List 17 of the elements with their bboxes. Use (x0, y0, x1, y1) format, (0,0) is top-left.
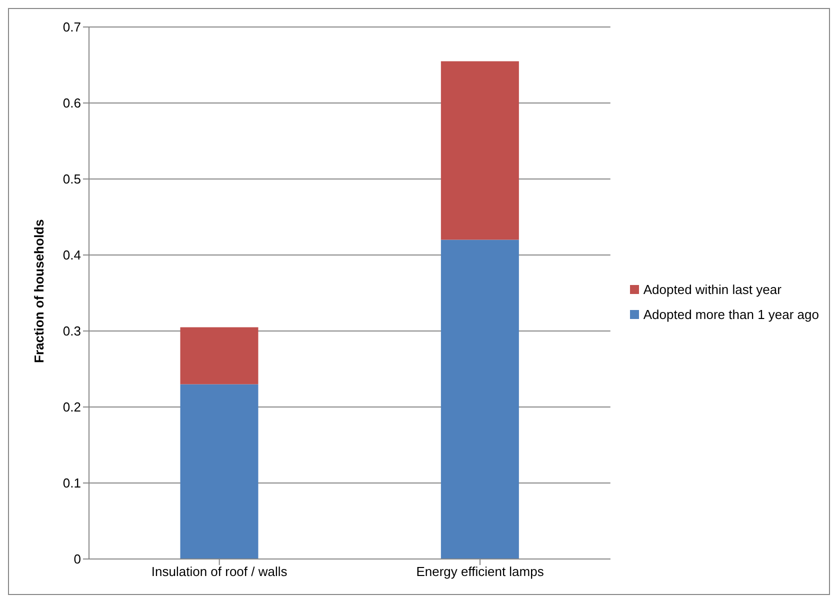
y-tick-label: 0.4 (62, 248, 81, 263)
bar (440, 61, 519, 240)
y-tick-label: 0 (74, 552, 81, 567)
bar (440, 240, 519, 559)
y-tick-label: 0.2 (62, 400, 81, 415)
bar (180, 384, 258, 559)
bar (180, 327, 258, 384)
y-tick-label: 0.3 (62, 324, 81, 339)
x-tick-label: Insulation of roof / walls (151, 564, 288, 580)
legend-label: Adopted more than 1 year ago (643, 306, 819, 322)
y-axis-title: Fraction of households (32, 219, 47, 363)
x-tick-label: Energy efficient lamps (416, 564, 544, 580)
y-tick-label: 0.7 (62, 20, 81, 35)
y-tick-label: 0.5 (62, 172, 81, 187)
y-tick-label: 0.6 (62, 96, 81, 111)
legend-label: Adopted within last year (643, 282, 782, 296)
y-tick-label: 0.1 (62, 476, 81, 491)
